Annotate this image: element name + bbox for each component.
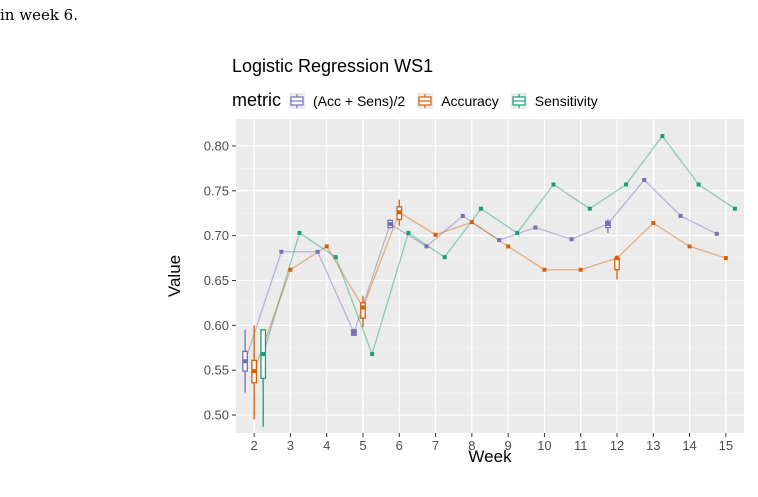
data-point [351,330,356,335]
legend-key-accuracy [417,92,434,109]
legend: metric (Acc + Sens)/2 Accuracy Sensitivi… [232,90,610,111]
legend-item-acc-sens: (Acc + Sens)/2 [289,92,406,109]
data-point [551,182,556,187]
data-point [714,231,719,236]
y-tick-label: 0.80 [204,138,229,153]
data-point [497,238,502,243]
legend-title: metric [232,90,281,110]
x-tick-label: 6 [396,438,403,453]
data-point [397,210,402,215]
data-point [624,182,629,187]
legend-label-acc-sens: (Acc + Sens)/2 [313,92,406,109]
data-point [433,232,438,237]
data-point [660,134,665,139]
data-point [333,255,338,260]
data-point [642,178,647,183]
legend-label-sensitivity: Sensitivity [534,92,598,109]
data-point [569,237,574,242]
legend-item-accuracy: Accuracy [417,92,499,109]
chart-title: Logistic Regression WS1 [232,56,434,76]
y-tick-label: 0.75 [204,183,229,198]
x-tick-label: 8 [468,438,475,453]
data-point [288,267,293,272]
legend-item-sensitivity: Sensitivity [510,92,598,109]
box-body [360,302,366,319]
data-point [261,352,266,357]
data-point [478,206,483,211]
data-point [533,225,538,230]
x-tick-label: 13 [646,438,660,453]
data-point [460,213,465,218]
x-tick-label: 7 [432,438,439,453]
legend-key-sensitivity [510,92,527,109]
y-tick-label: 0.50 [204,408,229,423]
data-point [723,256,728,261]
data-point [678,213,683,218]
data-point [243,359,248,364]
x-tick-label: 12 [610,438,624,453]
data-point [515,230,520,235]
data-point [297,230,302,235]
data-point [587,206,592,211]
series-line-2 [262,134,736,357]
data-point [605,221,610,226]
x-tick-label: 5 [359,438,366,453]
series-line-0 [244,179,718,362]
x-tick-label: 15 [719,438,733,453]
data-point [442,255,447,260]
data-point [615,256,619,261]
x-tick-label: 4 [323,438,330,453]
x-tick-label: 10 [537,438,551,453]
y-tick-label: 0.70 [204,228,229,243]
data-point [370,352,375,357]
plot-panel [236,119,744,433]
data-point [406,230,411,235]
data-point [279,249,284,254]
data-point [315,249,320,254]
data-point [469,220,474,225]
data-point [388,221,393,226]
x-tick-label: 11 [574,438,588,453]
x-axis-label: Week [468,447,512,466]
series-line-1 [253,211,727,372]
x-tick-label: 3 [287,438,294,453]
data-point [542,267,547,272]
data-point [578,267,583,272]
data-point [696,182,701,187]
y-tick-label: 0.65 [204,273,229,288]
data-point [252,369,257,374]
data-point [361,305,365,310]
data-point [424,244,429,249]
x-tick-label: 9 [505,438,512,453]
x-tick-label: 14 [682,438,696,453]
data-point [506,244,511,249]
y-tick-label: 0.55 [204,363,229,378]
y-tick-label: 0.60 [204,318,229,333]
legend-key-acc-sens [289,92,305,109]
x-tick-label: 2 [251,438,258,453]
data-point [732,206,737,211]
y-axis-label: Value [165,255,184,297]
legend-label-accuracy: Accuracy [441,92,499,109]
caption-text: in week 6. [0,6,78,24]
data-point [324,244,329,249]
data-point [687,244,692,249]
data-point [651,221,656,226]
